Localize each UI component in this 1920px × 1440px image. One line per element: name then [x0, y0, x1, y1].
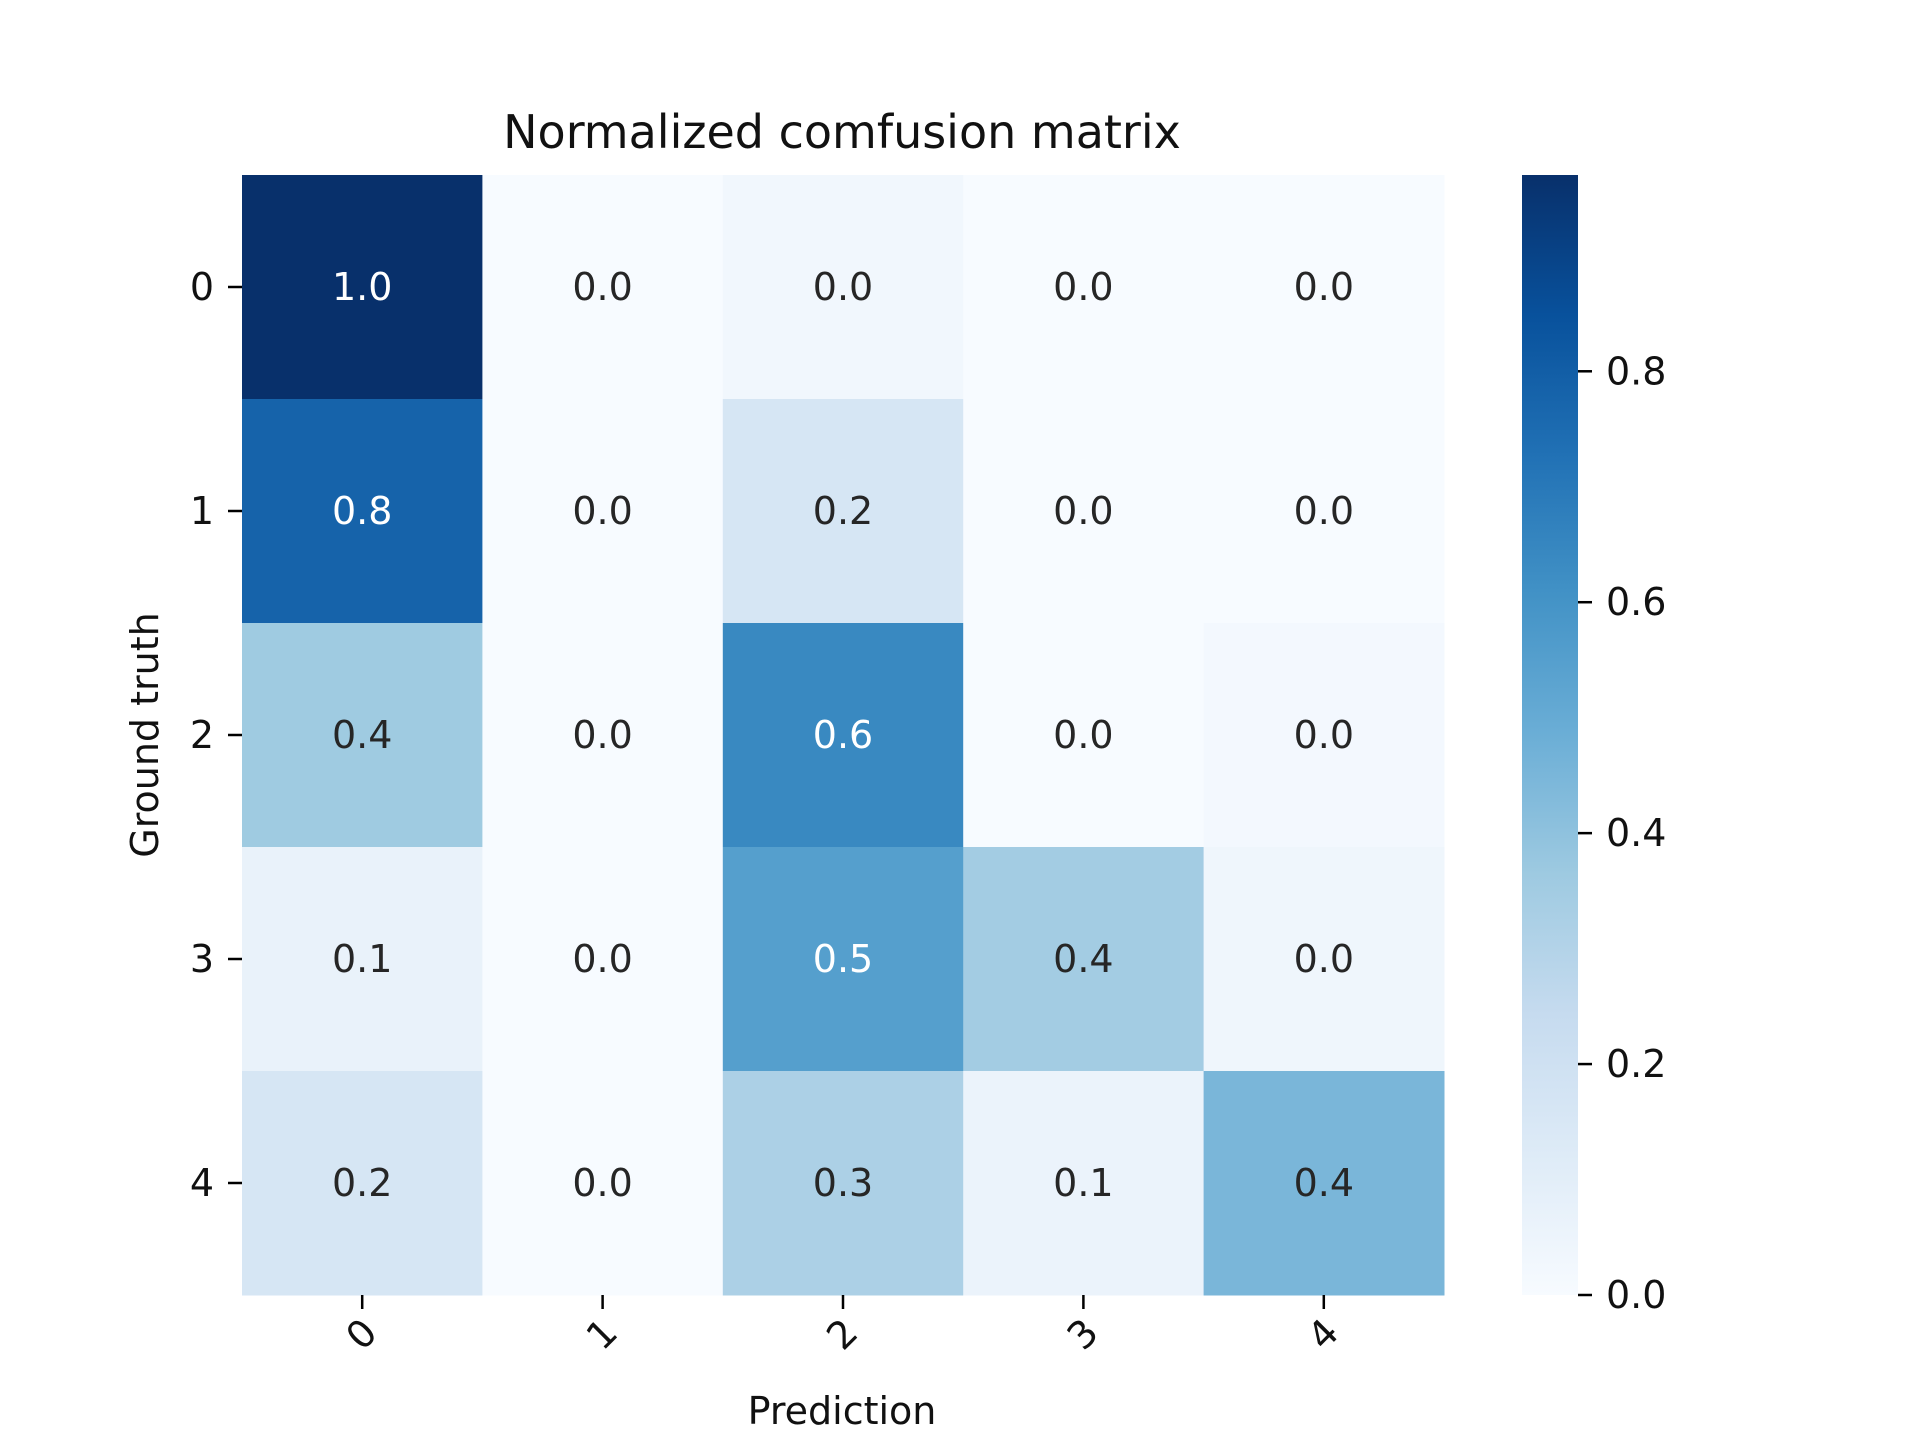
heatmap-cell-r0-c4 [1203, 175, 1445, 400]
x-axis-ticks: 0 1 2 3 4 [337, 1295, 1347, 1358]
colorbar-tick-label-1: 0.2 [1606, 1042, 1666, 1086]
x-tick-label-2: 2 [818, 1310, 866, 1358]
x-axis-label: Prediction [748, 1389, 937, 1433]
cell-label-r3-c2: 0.5 [813, 937, 873, 981]
heatmap-cell-r0-c2 [722, 175, 964, 400]
cell-label-r2-c3: 0.0 [1053, 713, 1113, 757]
cell-label-r1-c0: 0.8 [332, 489, 392, 533]
x-tick-label-3: 3 [1059, 1310, 1107, 1358]
heatmap-cell-r2-c0 [242, 623, 483, 848]
cell-label-r2-c0: 0.4 [332, 713, 392, 757]
heatmap-cell-r4-c1 [482, 1071, 724, 1296]
cell-label-r3-c4: 0.0 [1294, 937, 1354, 981]
colorbar-tick-label-4: 0.8 [1606, 349, 1666, 393]
cell-label-r3-c1: 0.0 [572, 937, 632, 981]
cell-label-r1-c4: 0.0 [1294, 489, 1354, 533]
y-tick-label-2: 2 [190, 713, 214, 757]
cell-label-r0-c1: 0.0 [572, 265, 632, 309]
cell-label-r0-c4: 0.0 [1294, 265, 1354, 309]
cell-label-r3-c3: 0.4 [1053, 937, 1113, 981]
heatmap-cell-r2-c4 [1203, 623, 1445, 848]
heatmap-cell-r0-c0 [242, 175, 483, 400]
heatmap-cell-r4-c2 [722, 1071, 964, 1296]
heatmap-cell-r4-c4 [1203, 1071, 1445, 1296]
y-axis-label: Ground truth [123, 612, 167, 857]
cell-label-r4-c4: 0.4 [1294, 1161, 1354, 1205]
heatmap-cell-r2-c3 [963, 623, 1205, 848]
y-axis-ticks: 0 1 2 3 4 [190, 265, 242, 1205]
heatmap-cell-r2-c2 [722, 623, 964, 848]
y-tick-label-4: 4 [190, 1161, 214, 1205]
heatmap-cell-r1-c1 [482, 399, 724, 624]
heatmap-cell-r3-c0 [242, 847, 483, 1072]
x-tick-label-4: 4 [1299, 1310, 1347, 1358]
chart-title: Normalized comfusion matrix [503, 105, 1181, 159]
x-tick-label-1: 1 [578, 1310, 626, 1358]
heatmap-cell-r3-c3 [963, 847, 1205, 1072]
cell-label-r1-c3: 0.0 [1053, 489, 1113, 533]
y-tick-label-0: 0 [190, 265, 214, 309]
cell-label-r4-c1: 0.0 [572, 1161, 632, 1205]
heatmap-cell-r0-c3 [963, 175, 1205, 400]
heatmap-cells [242, 175, 1445, 1296]
heatmap-cell-r1-c0 [242, 399, 483, 624]
colorbar-tick-label-0: 0.0 [1606, 1273, 1666, 1317]
colorbar-tick-label-3: 0.6 [1606, 580, 1666, 624]
cell-label-r4-c3: 0.1 [1053, 1161, 1113, 1205]
heatmap-cell-r3-c4 [1203, 847, 1445, 1072]
heatmap-cell-r4-c0 [242, 1071, 483, 1296]
cell-label-r0-c3: 0.0 [1053, 265, 1113, 309]
cell-label-r0-c0: 1.0 [332, 265, 392, 309]
heatmap-cell-r1-c3 [963, 399, 1205, 624]
colorbar-tick-label-2: 0.4 [1606, 811, 1666, 855]
cell-label-r2-c4: 0.0 [1294, 713, 1354, 757]
heatmap-cell-r2-c1 [482, 623, 724, 848]
cell-label-r4-c0: 0.2 [332, 1161, 392, 1205]
heatmap-cell-r3-c2 [722, 847, 964, 1072]
heatmap-cell-r4-c3 [963, 1071, 1205, 1296]
y-tick-label-3: 3 [190, 937, 214, 981]
cell-label-r4-c2: 0.3 [813, 1161, 873, 1205]
cell-label-r1-c2: 0.2 [813, 489, 873, 533]
heatmap-cell-r1-c4 [1203, 399, 1445, 624]
colorbar [1522, 175, 1578, 1295]
heatmap-cell-r3-c1 [482, 847, 724, 1072]
cell-label-r1-c1: 0.0 [572, 489, 632, 533]
x-tick-label-0: 0 [337, 1310, 385, 1358]
heatmap-cell-r0-c1 [482, 175, 724, 400]
cell-label-r0-c2: 0.0 [813, 265, 873, 309]
colorbar-ticks: 0.0 0.2 0.4 0.6 0.8 [1578, 349, 1666, 1317]
heatmap-cell-r1-c2 [722, 399, 964, 624]
cell-label-r2-c1: 0.0 [572, 713, 632, 757]
heatmap-cell-labels: 1.0 0.0 0.0 0.0 0.0 0.8 0.0 0.2 0.0 0.0 0.4 0.0 0.6 0… [332, 265, 1354, 1205]
y-tick-label-1: 1 [190, 489, 214, 533]
cell-label-r3-c0: 0.1 [332, 937, 392, 981]
cell-label-r2-c2: 0.6 [813, 713, 873, 757]
